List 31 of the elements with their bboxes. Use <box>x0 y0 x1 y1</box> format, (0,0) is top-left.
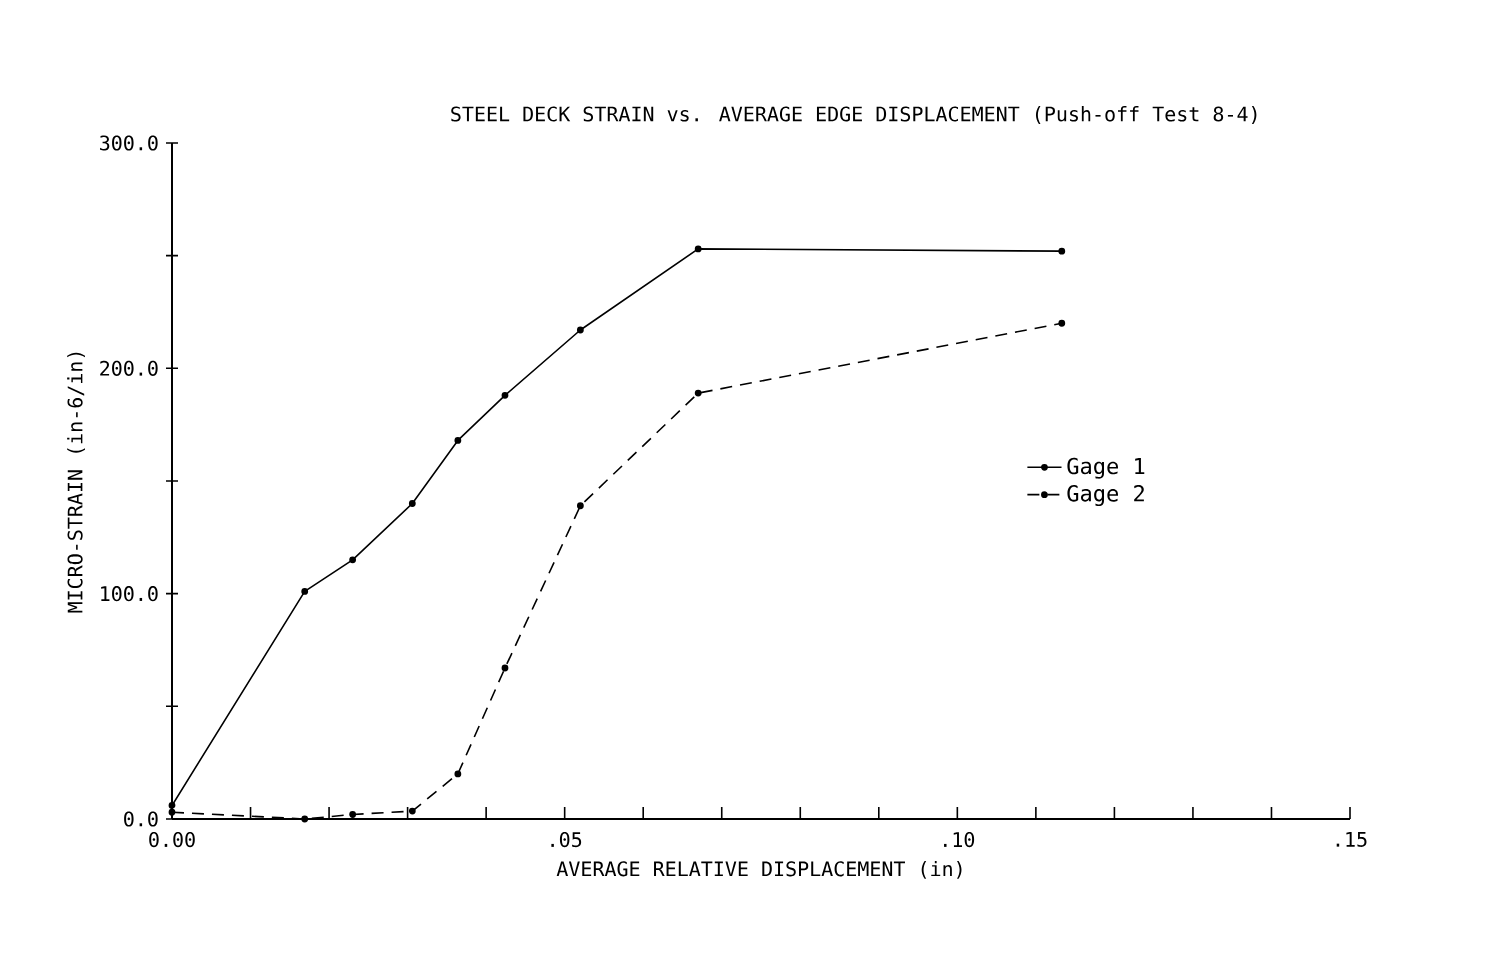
x-tick-label: .10 <box>944 832 975 848</box>
point <box>1058 247 1066 255</box>
point <box>576 502 584 510</box>
chart-title: STEEL DECK STRAIN vs. AVERAGE EDGE DISPLACEMENT (Push-off Test 8-4) <box>451 106 1257 124</box>
y-tick-label: 200.0 <box>100 360 158 376</box>
point <box>349 811 357 818</box>
x-tick-label: .15 <box>1336 832 1367 847</box>
legend-label: Gage 1 <box>1067 457 1145 479</box>
y-tick-label: 100.0 <box>101 586 158 602</box>
point <box>501 664 509 672</box>
point <box>408 807 416 815</box>
y-tick-label: 300.0 <box>100 135 158 151</box>
point <box>501 391 509 399</box>
point <box>694 245 702 253</box>
point <box>694 389 702 397</box>
point <box>454 437 462 444</box>
legend-label: Gage 2 <box>1067 485 1144 507</box>
point <box>454 770 462 778</box>
y-tick-label: 0.0 <box>124 811 158 827</box>
point <box>168 808 176 816</box>
point <box>576 326 584 334</box>
x-axis-title: AVERAGE RELATIVE DISPLACEMENT (in) <box>556 860 962 879</box>
point <box>168 802 176 809</box>
point <box>408 500 416 507</box>
point <box>301 588 309 595</box>
y-axis-title: MICRO-STRAIN (in-6/in) <box>67 352 85 613</box>
point <box>349 556 357 564</box>
point <box>301 815 309 823</box>
x-tick-label: .05 <box>551 832 582 848</box>
point <box>1058 319 1066 327</box>
x-tick-label: 0.00 <box>149 832 195 848</box>
